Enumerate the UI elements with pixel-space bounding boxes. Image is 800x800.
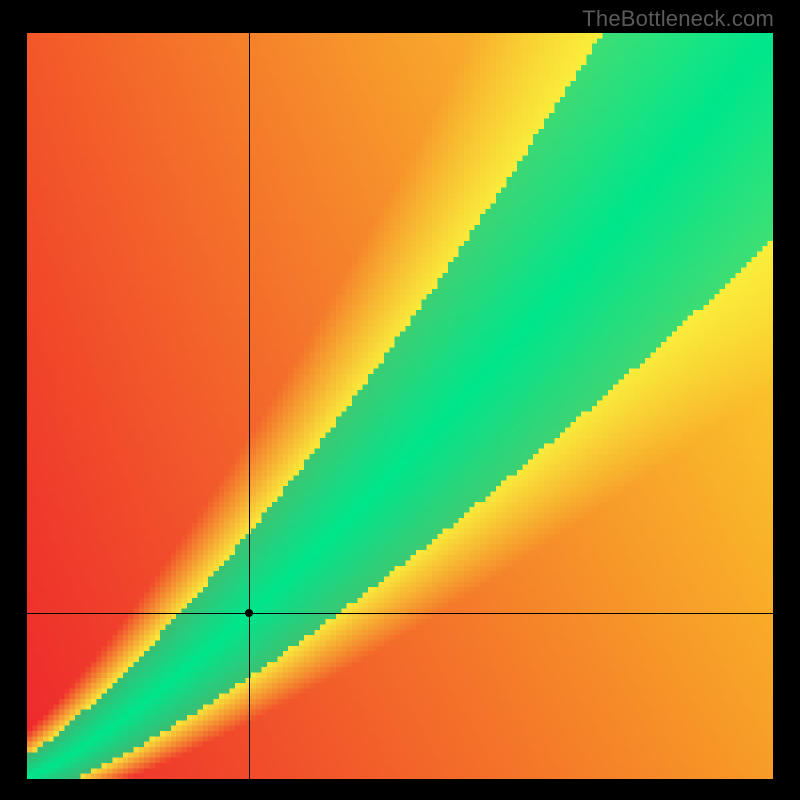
marker-dot <box>245 609 253 617</box>
crosshair-horizontal <box>27 613 773 614</box>
watermark-text: TheBottleneck.com <box>582 6 774 32</box>
heatmap-canvas <box>27 33 773 779</box>
crosshair-vertical <box>249 33 250 779</box>
heatmap-plot <box>27 33 773 779</box>
